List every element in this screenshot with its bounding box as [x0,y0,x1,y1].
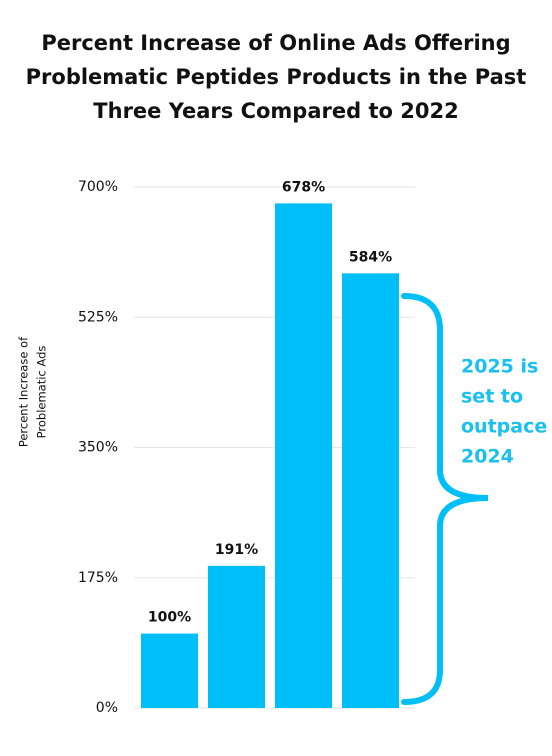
bar [141,633,198,708]
annotation: 2024 [461,446,514,468]
chart-title: Problematic Peptides Products in the Pas… [26,65,527,89]
y-tick-label: 350% [78,440,118,456]
y-tick-label: 175% [78,570,118,586]
y-axis-label: Percent Increase of [17,336,31,447]
value-label: 100% [148,610,191,626]
bar [208,565,265,708]
y-tick-label: 525% [78,309,118,325]
chart-title: Three Years Compared to 2022 [93,99,458,123]
annotation: set to [461,386,523,408]
annotation: outpace [461,416,547,438]
chart-title: Percent Increase of Online Ads Offering [41,31,510,55]
value-label: 584% [349,249,392,265]
annotation: 2025 is [461,356,538,378]
bar [275,203,332,709]
value-label: 678% [282,179,325,195]
y-tick-label: 0% [96,700,118,716]
value-label: 191% [215,542,258,558]
y-axis-label: Problematic Ads [35,346,49,439]
y-tick-label: 700% [78,179,118,195]
brace [401,293,489,705]
bar [342,273,399,708]
